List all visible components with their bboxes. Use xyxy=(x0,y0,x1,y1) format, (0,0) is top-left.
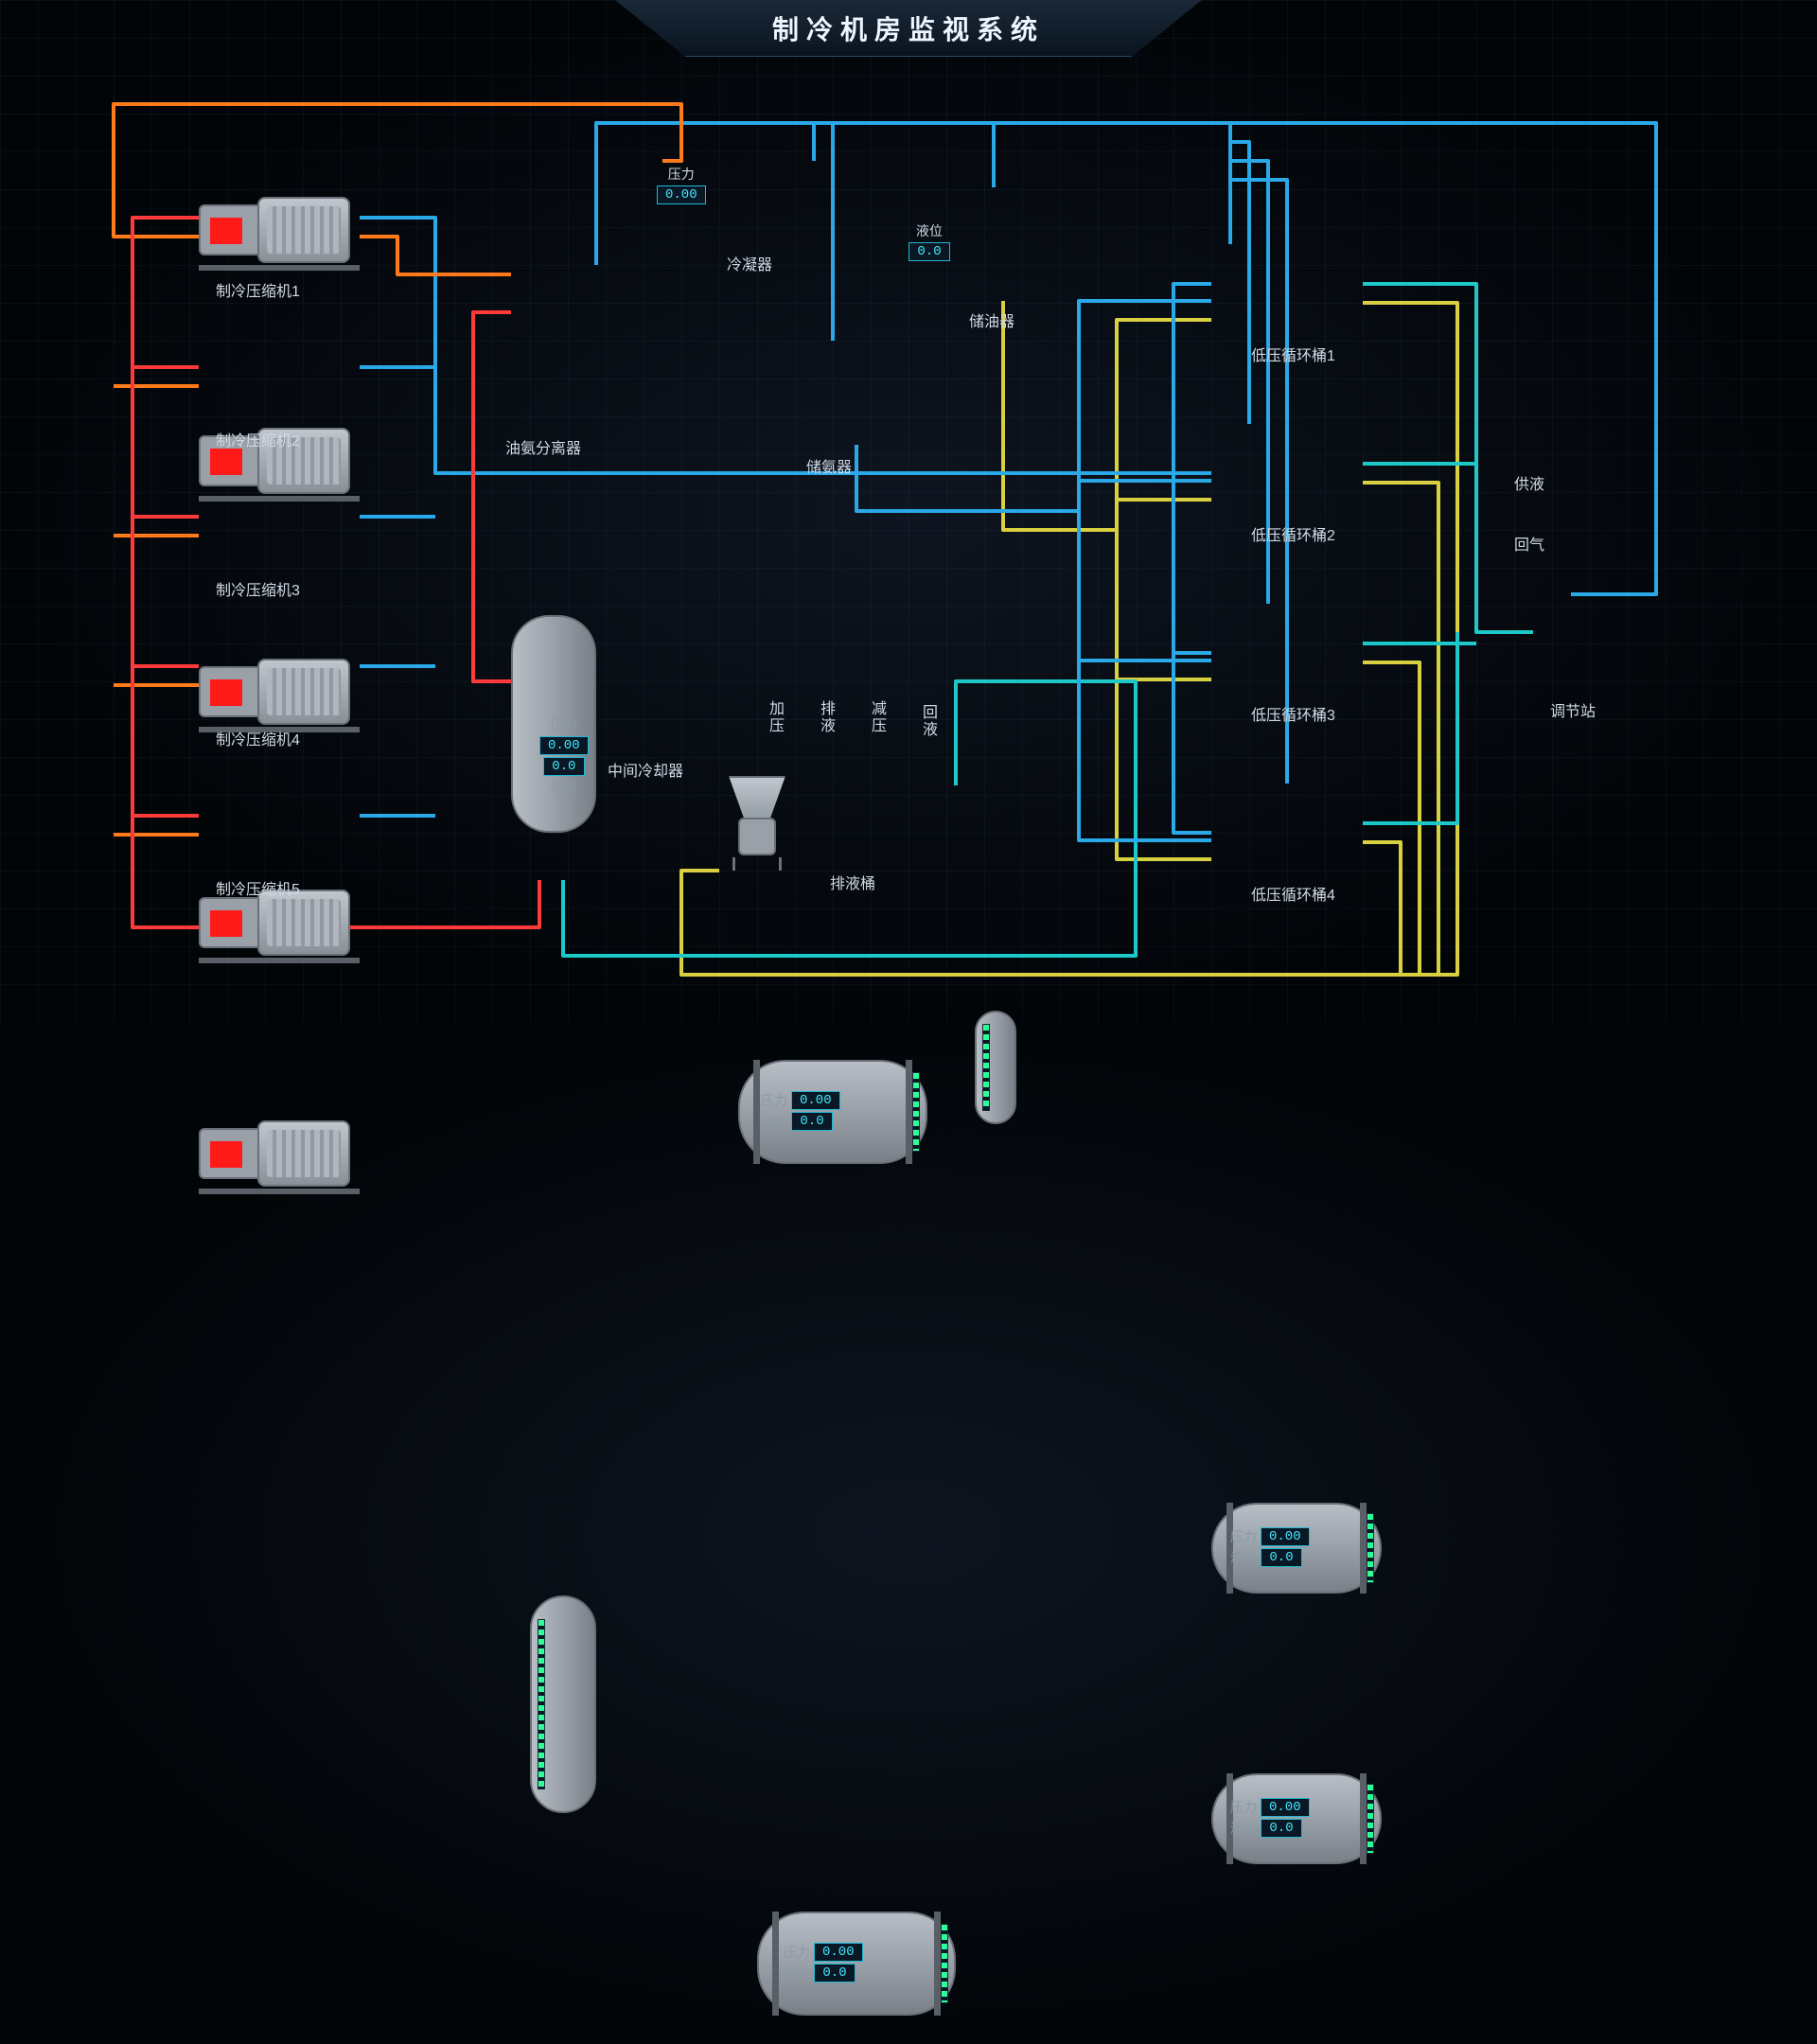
lp-tank-2-label: 低压循环桶2 xyxy=(1251,522,1335,545)
ammonia-storage-label: 储氨器 xyxy=(806,454,852,477)
reading-row: 压力0.00 xyxy=(1230,1527,1310,1546)
oil-ammonia-separator-label: 油氨分离器 xyxy=(505,435,581,458)
oil-storage-readout: 液位0.0 xyxy=(908,221,950,261)
value-display: 0.00 xyxy=(1261,1798,1310,1817)
return-liquid-label: 回液 xyxy=(916,704,939,743)
reading-row: 压力0.00 xyxy=(1230,1798,1310,1817)
reading-row: 压力0.00 xyxy=(784,1943,863,1962)
condenser-label: 冷凝器 xyxy=(727,252,772,274)
oil-storage-label: 储油器 xyxy=(969,308,1014,331)
lp-tank-2: 压力0.00 液位0.0 xyxy=(1211,1773,1382,1864)
regulation-station-label: 调节站 xyxy=(1550,698,1596,721)
reading-row: 液位0.0 xyxy=(1230,1548,1310,1567)
compressor-4-label: 制冷压缩机4 xyxy=(216,727,300,749)
oil-storage-level: 0.0 xyxy=(908,242,950,261)
oil-storage xyxy=(975,1011,1016,1124)
return-gas-label: 回气 xyxy=(1514,532,1544,555)
ammonia-storage: 压力0.00 液位0.0 xyxy=(738,1060,927,1164)
drain-tank-label: 排液桶 xyxy=(830,871,875,893)
drain-label: 排液 xyxy=(814,700,837,739)
intercooler-readout: 压力0.000.0液位 xyxy=(539,715,589,797)
value-display: 0.00 xyxy=(791,1091,840,1110)
reading-row: 压力0.00 xyxy=(761,1091,840,1110)
value-display: 0.0 xyxy=(1261,1548,1302,1567)
compressor-5 xyxy=(199,1113,360,1194)
drain-tank: 压力0.00 液位0.0 xyxy=(757,1912,956,2016)
compressor-5-label: 制冷压缩机5 xyxy=(216,876,300,899)
compressor-1 xyxy=(199,189,360,271)
intercooler-label: 中间冷却器 xyxy=(608,758,683,781)
compressor-1-label: 制冷压缩机1 xyxy=(216,278,300,301)
supply-liquid-label: 供液 xyxy=(1514,471,1544,494)
value-display: 0.0 xyxy=(791,1112,833,1131)
compressor-2-label: 制冷压缩机2 xyxy=(216,428,300,450)
reading-row: 液位0.0 xyxy=(784,1964,863,1982)
reading-row: 液位0.0 xyxy=(761,1112,840,1131)
compressor-3-label: 制冷压缩机3 xyxy=(216,577,300,600)
lp-tank-3-label: 低压循环桶3 xyxy=(1251,702,1335,725)
condenser-readout: 压力0.00 xyxy=(657,165,706,204)
reduce-pressure-label: 减压 xyxy=(865,700,888,739)
intercooler xyxy=(530,1595,596,1813)
condenser-pressure: 0.00 xyxy=(657,185,706,204)
value-display: 0.0 xyxy=(1261,1819,1302,1838)
add-pressure-label: 加压 xyxy=(763,700,785,739)
value-display: 0.00 xyxy=(1261,1527,1310,1546)
lp-tank-4-label: 低压循环桶4 xyxy=(1251,882,1335,905)
compressor-3 xyxy=(199,651,360,732)
value-display: 0.0 xyxy=(814,1964,856,1982)
lp-tank-1-label: 低压循环桶1 xyxy=(1251,343,1335,365)
value-display: 0.00 xyxy=(814,1943,863,1962)
reading-row: 液位0.0 xyxy=(1230,1819,1310,1838)
lp-tank-1: 压力0.00 液位0.0 xyxy=(1211,1503,1382,1594)
condenser xyxy=(719,776,795,871)
